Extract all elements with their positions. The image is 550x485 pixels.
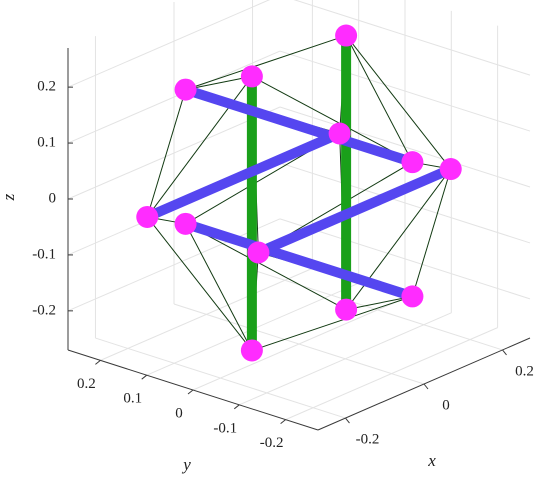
grid-line xyxy=(67,106,281,200)
grid-line xyxy=(67,218,281,312)
bar xyxy=(184,219,414,302)
tick-mark xyxy=(423,383,429,390)
tick-mark xyxy=(280,419,286,425)
grid-line xyxy=(279,50,531,132)
x-tick-label: 0.2 xyxy=(515,363,534,379)
y-tick-label: 0.1 xyxy=(123,391,142,407)
node xyxy=(136,205,159,228)
string xyxy=(185,35,347,91)
tick-mark xyxy=(141,374,148,380)
grid-line xyxy=(285,327,498,421)
node xyxy=(247,241,270,264)
string xyxy=(251,295,413,351)
z-tick-label: 0 xyxy=(49,190,57,206)
node xyxy=(401,151,424,174)
node xyxy=(174,212,197,235)
grid-line xyxy=(293,0,531,76)
string xyxy=(146,216,253,351)
bar xyxy=(184,84,414,167)
x-tick-label: 0 xyxy=(442,397,450,413)
z-tick-label: 0.2 xyxy=(37,79,56,95)
string xyxy=(345,35,413,163)
grid-line xyxy=(279,218,531,300)
grid-line xyxy=(279,162,531,244)
bar xyxy=(256,164,453,258)
string xyxy=(411,168,452,297)
string xyxy=(251,75,413,163)
string xyxy=(146,76,253,218)
string xyxy=(345,168,452,310)
node xyxy=(174,78,197,101)
grid-line xyxy=(192,297,406,391)
node xyxy=(328,122,351,145)
y-tick-label: -0.2 xyxy=(260,435,284,451)
tick-mark xyxy=(95,359,101,365)
y-tick-label: 0.2 xyxy=(77,376,96,392)
bar xyxy=(145,128,342,222)
tick-mark xyxy=(502,349,507,356)
z-tick-label: 0.1 xyxy=(37,135,56,151)
node xyxy=(240,339,263,362)
grid-line xyxy=(67,50,281,144)
grid-line xyxy=(239,312,452,406)
string xyxy=(185,223,347,311)
y-axis-label: y xyxy=(181,455,191,474)
node xyxy=(240,65,263,88)
node xyxy=(401,285,424,308)
node xyxy=(335,24,358,47)
z-tick-label: -0.2 xyxy=(32,302,56,318)
z-axis-label: z xyxy=(0,193,18,201)
string xyxy=(185,75,252,91)
string xyxy=(346,295,413,311)
string xyxy=(146,89,187,218)
y-tick-label: -0.1 xyxy=(213,420,237,436)
node xyxy=(335,298,358,321)
x-tick-label: -0.2 xyxy=(356,432,380,448)
string xyxy=(185,223,253,351)
node xyxy=(439,158,462,181)
grid-line xyxy=(100,267,313,361)
grid-line xyxy=(67,0,271,88)
tick-mark xyxy=(233,404,240,410)
tick-mark xyxy=(187,389,194,395)
z-tick-label: -0.1 xyxy=(32,246,56,262)
x-axis-label: x xyxy=(427,451,436,470)
string xyxy=(345,35,452,170)
y-tick-label: 0 xyxy=(175,405,183,421)
tick-mark xyxy=(345,417,350,424)
